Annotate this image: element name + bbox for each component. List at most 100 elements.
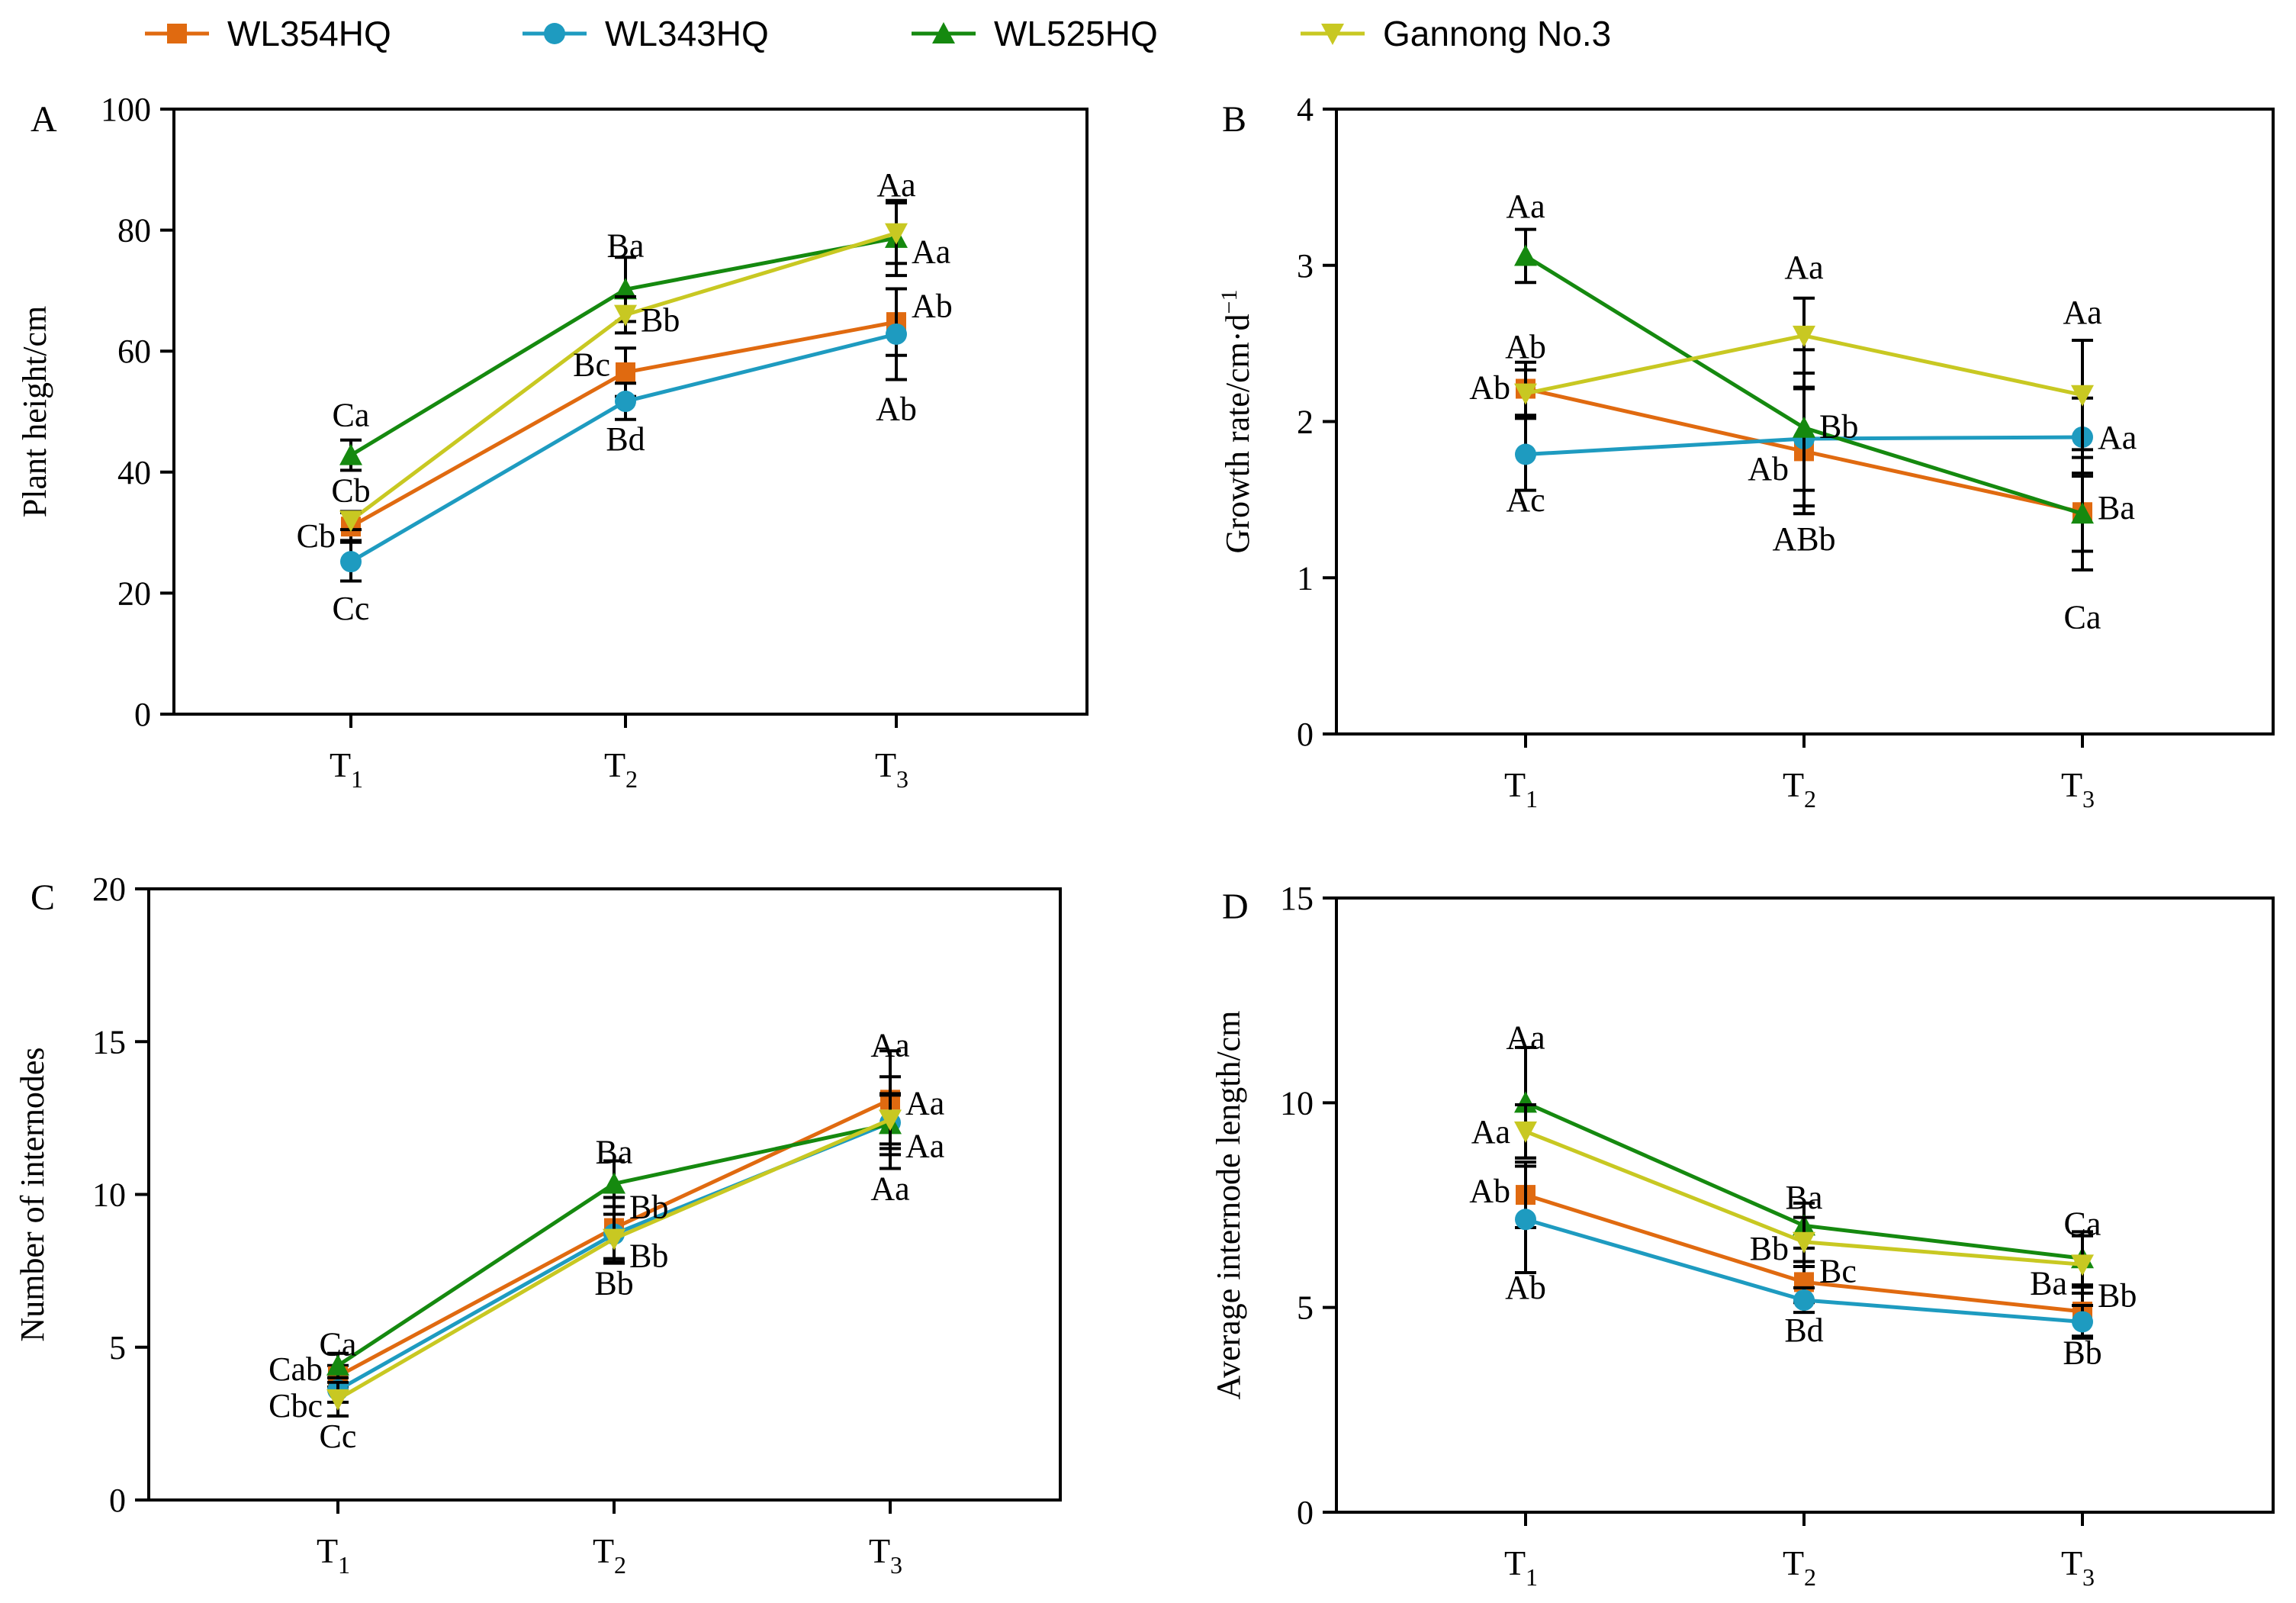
y-tick-label: 4 (1297, 91, 1314, 128)
significance-label: Ba (2098, 489, 2135, 526)
x-tick-label-base: T (1504, 1543, 1526, 1582)
plot-frame (172, 108, 1089, 716)
data-point (879, 1109, 902, 1131)
x-tick-label-subscript: 2 (1804, 1563, 1816, 1591)
x-tick-label: T1 (1504, 765, 1538, 813)
y-tick-label: 10 (92, 1176, 126, 1214)
x-tick-label-base: T (604, 745, 625, 784)
x-tick-label-subscript: 1 (351, 765, 363, 793)
x-tick-label: T3 (875, 745, 908, 793)
y-axis-title: Growth rate/cm·d−1 (1217, 290, 1256, 554)
data-point (1793, 416, 1815, 438)
x-tick-label-base: T (317, 1531, 338, 1570)
significance-label: Bb (629, 1238, 668, 1275)
panel-label: D (1222, 887, 1249, 927)
legend: WL354HQ WL343HQ WL525HQ Gannong No.3 (145, 14, 1611, 53)
x-tick-label-subscript: 3 (2082, 785, 2095, 813)
legend-label: WL525HQ (994, 14, 1158, 53)
x-tick-label-subscript: 2 (625, 765, 638, 793)
x-tick-label-base: T (875, 745, 896, 784)
significance-label: Aa (1784, 249, 1823, 286)
significance-label: Bb (2063, 1334, 2101, 1372)
significance-label: Aa (912, 233, 950, 270)
data-point (1793, 325, 1815, 347)
y-axis-title-text: Number of internodes (14, 1047, 51, 1341)
x-tick-label-subscript: 3 (2082, 1563, 2095, 1591)
y-tick-label: 0 (134, 696, 151, 733)
y-tick-label: 2 (1297, 404, 1314, 441)
data-point (886, 323, 907, 345)
y-tick-label: 20 (92, 871, 126, 908)
y-tick-label: 80 (117, 212, 151, 249)
x-tick-label-base: T (1783, 765, 1804, 804)
x-tick-label-base: T (1504, 765, 1526, 804)
significance-label: Ab (1505, 328, 1546, 365)
data-point (2071, 502, 2094, 524)
significance-label: Bb (1819, 408, 1858, 446)
series-gannong-no-3 (1514, 296, 2094, 452)
significance-label: Bc (1819, 1252, 1857, 1289)
significance-label: Bd (606, 420, 645, 458)
data-point (340, 551, 362, 573)
data-point (1793, 1289, 1815, 1312)
panel-label: B (1222, 99, 1246, 140)
x-tick-label-subscript: 3 (890, 1551, 902, 1579)
data-point (326, 1389, 349, 1411)
x-tick-label: T1 (317, 1531, 350, 1579)
significance-label: Ba (1786, 1179, 1823, 1216)
significance-label: Bd (1784, 1312, 1823, 1349)
x-tick-label-base: T (2061, 765, 2082, 804)
y-tick-label: 60 (117, 333, 151, 370)
legend-marker-icon (544, 23, 565, 44)
significance-label: Aa (876, 166, 915, 204)
data-point (2071, 1254, 2094, 1276)
panel-label: C (31, 877, 55, 918)
series-wl343hq (340, 287, 907, 583)
significance-label: Bc (573, 346, 610, 384)
legend-label: WL343HQ (605, 14, 769, 53)
x-tick-label-base: T (869, 1531, 890, 1570)
x-tick-label-subscript: 1 (1526, 1563, 1538, 1591)
legend-item-wl354hq: WL354HQ (145, 14, 391, 53)
x-tick-label: T1 (330, 745, 363, 793)
significance-label: Aa (905, 1127, 944, 1164)
x-tick-label-base: T (1783, 1543, 1804, 1582)
significance-label: Ba (596, 1133, 633, 1170)
significance-label: ABb (1772, 520, 1835, 558)
y-axis-title: Average internode length/cm (1210, 1011, 1247, 1400)
significance-label: Ac (1506, 481, 1545, 519)
y-tick-label: 0 (1297, 1494, 1314, 1531)
data-point (1793, 1231, 1815, 1254)
significance-label: Aa (905, 1084, 944, 1122)
significance-label: Aa (1471, 1113, 1510, 1151)
series-gannong-no-3 (339, 201, 908, 533)
y-axis-title-text: Plant height/cm (16, 306, 53, 517)
data-point (614, 304, 637, 327)
y-axis-title-text: Average internode length/cm (1210, 1011, 1247, 1400)
significance-label: Aa (2098, 419, 2137, 456)
series-wl343hq (1515, 1164, 2093, 1340)
y-tick-label: 100 (101, 91, 151, 128)
legend-item-wl343hq: WL343HQ (523, 14, 769, 53)
data-point (1514, 244, 1537, 266)
legend-marker-icon (167, 24, 187, 43)
y-tick-label: 20 (117, 575, 151, 612)
significance-label: Bb (2098, 1277, 2137, 1315)
y-tick-label: 1 (1297, 559, 1314, 597)
series-wl525hq (1514, 227, 2094, 572)
significance-label: Ba (2030, 1264, 2067, 1302)
significance-label: Aa (2063, 294, 2101, 331)
x-tick-label: T3 (869, 1531, 902, 1579)
legend-label: WL354HQ (227, 14, 391, 53)
y-tick-label: 3 (1297, 247, 1314, 285)
x-tick-label-base: T (2061, 1543, 2082, 1582)
x-tick-label-base: T (593, 1531, 614, 1570)
x-tick-label-subscript: 3 (896, 765, 908, 793)
x-tick-label-subscript: 2 (614, 1551, 626, 1579)
data-point (326, 1354, 349, 1376)
significance-label: Cb (297, 517, 336, 555)
series-gannong-no-3 (1514, 1103, 2094, 1295)
